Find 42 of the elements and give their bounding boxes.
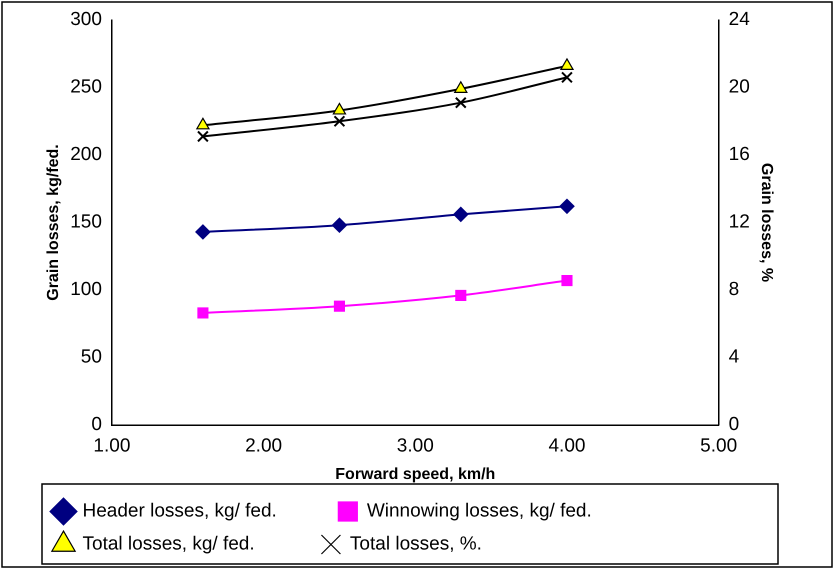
- y-tick-label: 200: [70, 144, 102, 166]
- y2-tick-label: 8: [728, 279, 740, 300]
- x-tick-label: 5.00: [700, 436, 738, 457]
- legend-label: Total losses, %.: [350, 534, 566, 555]
- legend-label: Header losses, kg/ fed.: [82, 500, 324, 522]
- point: [454, 81, 468, 93]
- point: [197, 307, 208, 318]
- legend-label: Winnowing losses, kg/ fed.: [366, 500, 624, 522]
- y2-tick-label: 0: [728, 414, 740, 436]
- point: [561, 275, 573, 286]
- point: [559, 198, 575, 214]
- y-tick-label: 50: [80, 346, 102, 368]
- point: [332, 102, 346, 115]
- y-tick-label: 300: [70, 9, 102, 30]
- x-axis-title: Forward speed, km/h: [335, 466, 496, 483]
- x-tick-label: 3.00: [396, 436, 434, 457]
- y-tick-label: 100: [70, 279, 102, 300]
- point: [454, 96, 467, 109]
- point: [195, 224, 211, 240]
- y-axis-title: Grain losses, kg/fed.: [45, 144, 62, 301]
- point: [453, 206, 468, 222]
- y2-tick-label: 16: [728, 144, 750, 166]
- x-tick-label: 2.00: [245, 436, 282, 457]
- y-tick-label: 150: [70, 212, 102, 233]
- point: [196, 130, 209, 142]
- y2-axis-title: Grain losses, %: [758, 162, 775, 282]
- y-tick-label: 250: [70, 76, 102, 98]
- y2-tick-label: 12: [728, 212, 750, 233]
- x-tick-label: 1.00: [93, 436, 130, 457]
- point: [455, 290, 466, 301]
- point: [560, 58, 574, 70]
- y2-tick-label: 20: [728, 76, 750, 98]
- y-tick-label: 0: [91, 414, 102, 436]
- legend-label: Total losses, kg/ fed.: [82, 534, 308, 555]
- point: [333, 115, 346, 128]
- y2-tick-label: 24: [728, 9, 750, 30]
- point: [561, 71, 573, 84]
- point: [334, 300, 345, 312]
- x-tick-label: 4.00: [548, 436, 586, 457]
- point: [196, 118, 210, 130]
- y2-tick-label: 4: [728, 346, 740, 368]
- point: [332, 218, 348, 233]
